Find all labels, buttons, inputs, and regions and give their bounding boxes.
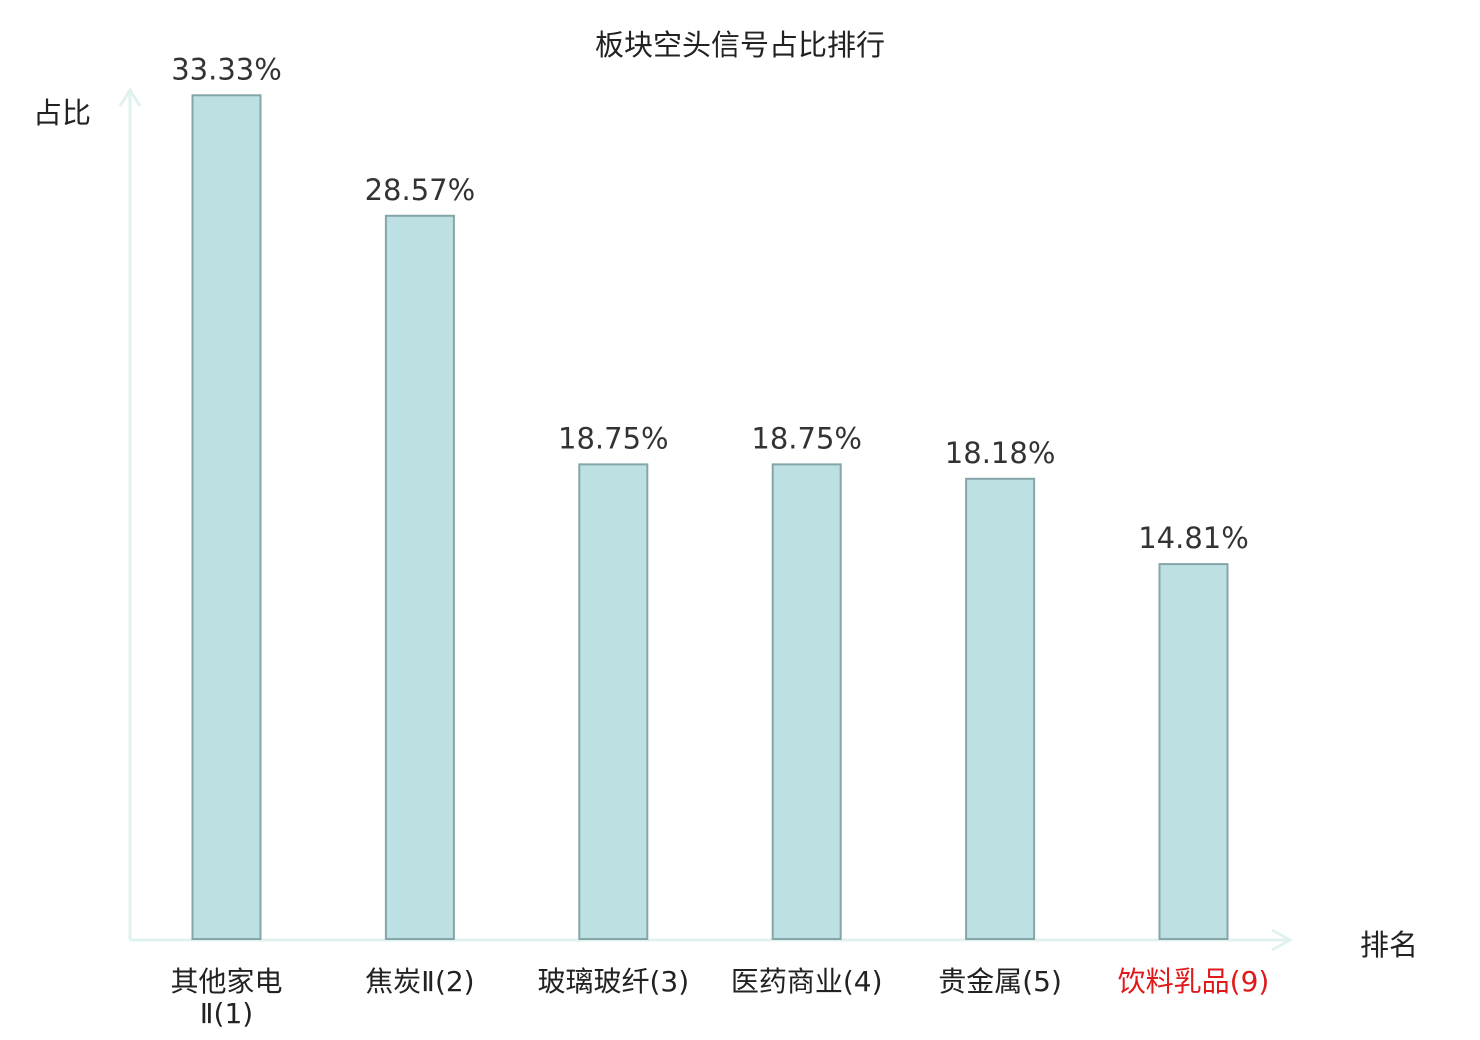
y-axis-label: 占比 (33, 96, 92, 130)
bar-value-label: 14.81% (1138, 521, 1249, 555)
x-tick-label: 玻璃玻纤(3) (513, 966, 713, 998)
x-tick-label-line: 医药商业(4) (730, 965, 883, 998)
bar-value-label: 18.18% (945, 436, 1056, 470)
chart-title: 板块空头信号占比排行 (594, 28, 885, 62)
x-tick-label-line: 其他家电 (170, 965, 283, 998)
bar (191, 94, 262, 941)
x-tick-label-line: 玻璃玻纤(3) (537, 965, 690, 998)
bar (578, 463, 649, 940)
bar (384, 214, 455, 940)
bar-value-label: 18.75% (558, 421, 669, 455)
y-axis-arrow (118, 87, 142, 107)
x-tick-label-line: 饮料乳品(9) (1117, 965, 1270, 998)
bar (1158, 563, 1229, 941)
x-tick-label-line: 贵金属(5) (938, 965, 1062, 998)
bar (965, 477, 1036, 940)
x-tick-label: 其他家电 Ⅱ(1) (127, 966, 327, 1030)
x-axis-arrow (1271, 928, 1294, 952)
x-tick-label: 焦炭Ⅱ(2) (320, 966, 520, 998)
x-tick-label: 贵金属(5) (900, 966, 1100, 998)
x-tick-label: 医药商业(4) (707, 966, 907, 998)
x-tick-label-line: Ⅱ(1) (199, 997, 254, 1030)
bar-value-label: 33.33% (171, 52, 282, 86)
bar (771, 463, 842, 940)
x-axis-label: 排名 (1360, 928, 1419, 962)
x-tick-label-line: 焦炭Ⅱ(2) (365, 965, 475, 998)
bar-value-label: 18.75% (751, 421, 862, 455)
x-tick-label: 饮料乳品(9) (1094, 966, 1294, 998)
bar-value-label: 28.57% (365, 173, 476, 207)
